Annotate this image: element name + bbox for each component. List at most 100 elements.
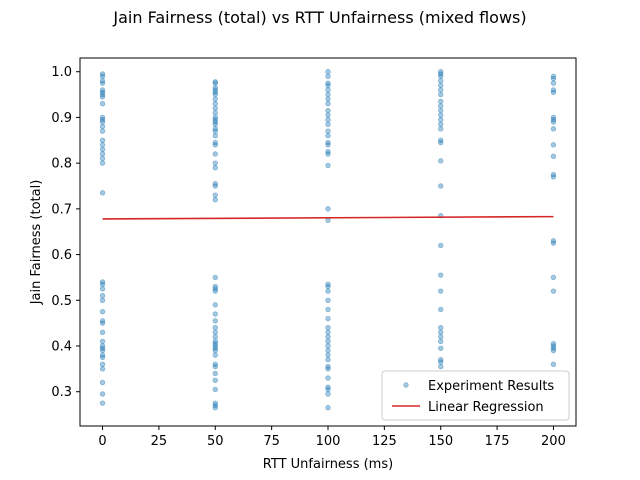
data-point bbox=[212, 338, 218, 345]
chart-title: Jain Fairness (total) vs RTT Unfairness … bbox=[113, 8, 527, 27]
data-point bbox=[325, 405, 331, 411]
data-point bbox=[325, 112, 331, 118]
data-point bbox=[212, 105, 218, 111]
data-point bbox=[212, 89, 218, 95]
data-point bbox=[212, 402, 218, 409]
data-point bbox=[212, 329, 218, 335]
data-point bbox=[212, 160, 218, 166]
data-point bbox=[550, 341, 557, 347]
data-point bbox=[325, 338, 331, 345]
data-point bbox=[325, 343, 331, 349]
data-point bbox=[438, 338, 444, 345]
data-point bbox=[550, 75, 557, 82]
data-point bbox=[99, 318, 106, 324]
data-point bbox=[99, 128, 106, 134]
data-point bbox=[438, 288, 444, 294]
data-point bbox=[550, 288, 557, 294]
x-tick-label: 25 bbox=[151, 434, 168, 449]
data-point bbox=[212, 283, 218, 290]
y-tick-label: 0.3 bbox=[51, 385, 72, 400]
data-point bbox=[438, 107, 444, 114]
data-point bbox=[325, 283, 331, 290]
y-tick-label: 0.7 bbox=[51, 202, 72, 217]
data-point bbox=[99, 142, 106, 148]
data-point bbox=[325, 325, 331, 331]
data-point bbox=[550, 347, 557, 354]
data-point bbox=[212, 101, 218, 107]
data-point bbox=[438, 78, 444, 84]
data-point bbox=[212, 334, 218, 340]
axes-layer: 0 25 50 75 100 125 150 175 200 0.3 0.4 0.5 0.6 0.7 0.8… bbox=[29, 57, 577, 472]
data-point bbox=[325, 151, 331, 157]
data-point bbox=[99, 352, 106, 358]
data-point bbox=[438, 103, 444, 109]
data-point bbox=[212, 274, 218, 281]
data-point bbox=[212, 80, 218, 86]
data-point bbox=[438, 345, 444, 351]
data-point bbox=[212, 343, 218, 349]
data-point bbox=[99, 94, 106, 100]
data-point bbox=[550, 87, 557, 93]
data-point bbox=[325, 128, 331, 134]
data-point bbox=[99, 281, 106, 287]
data-point bbox=[438, 306, 444, 313]
points-layer bbox=[99, 69, 557, 411]
legend-marker-points bbox=[403, 382, 409, 388]
data-point bbox=[99, 400, 106, 406]
data-point bbox=[212, 318, 218, 324]
data-point bbox=[99, 123, 106, 130]
data-point bbox=[99, 286, 106, 292]
data-point bbox=[325, 384, 331, 390]
data-point bbox=[99, 119, 106, 125]
data-point bbox=[325, 107, 331, 114]
data-point bbox=[99, 146, 106, 153]
data-point bbox=[325, 73, 331, 79]
data-point bbox=[325, 142, 331, 148]
data-point bbox=[550, 80, 557, 86]
data-point bbox=[212, 119, 218, 125]
data-point bbox=[325, 281, 331, 287]
data-point bbox=[99, 343, 106, 349]
data-point bbox=[99, 73, 106, 79]
data-point bbox=[99, 391, 106, 397]
data-point bbox=[550, 343, 557, 349]
data-point bbox=[212, 386, 218, 393]
data-point bbox=[438, 272, 444, 278]
data-point bbox=[212, 352, 218, 358]
data-point bbox=[212, 345, 218, 351]
data-point bbox=[550, 238, 557, 244]
data-point bbox=[212, 151, 218, 157]
data-point bbox=[212, 142, 218, 148]
data-point bbox=[212, 91, 218, 98]
data-point bbox=[438, 98, 444, 105]
data-point bbox=[325, 288, 331, 294]
data-point bbox=[325, 101, 331, 107]
legend-label-line: Linear Regression bbox=[428, 400, 544, 415]
y-tick-label: 1.0 bbox=[51, 65, 72, 80]
data-point bbox=[212, 400, 218, 406]
data-point bbox=[550, 126, 557, 132]
data-point bbox=[550, 240, 557, 246]
data-point bbox=[99, 71, 106, 77]
data-point bbox=[212, 197, 218, 203]
data-point bbox=[212, 133, 218, 139]
data-point bbox=[438, 357, 444, 363]
data-point bbox=[212, 361, 218, 367]
data-point bbox=[212, 192, 218, 198]
data-point bbox=[212, 117, 218, 123]
data-point bbox=[212, 128, 218, 134]
data-point bbox=[99, 279, 106, 285]
data-point bbox=[325, 352, 331, 358]
x-tick-label: 200 bbox=[541, 434, 566, 449]
data-point bbox=[550, 114, 557, 121]
x-tick-label: 50 bbox=[207, 434, 224, 449]
data-point bbox=[212, 183, 218, 189]
data-point bbox=[99, 293, 106, 299]
data-point bbox=[212, 405, 218, 411]
data-point bbox=[550, 142, 557, 148]
data-point bbox=[325, 306, 331, 313]
data-point bbox=[438, 183, 444, 189]
data-point bbox=[438, 325, 444, 331]
data-point bbox=[438, 126, 444, 132]
